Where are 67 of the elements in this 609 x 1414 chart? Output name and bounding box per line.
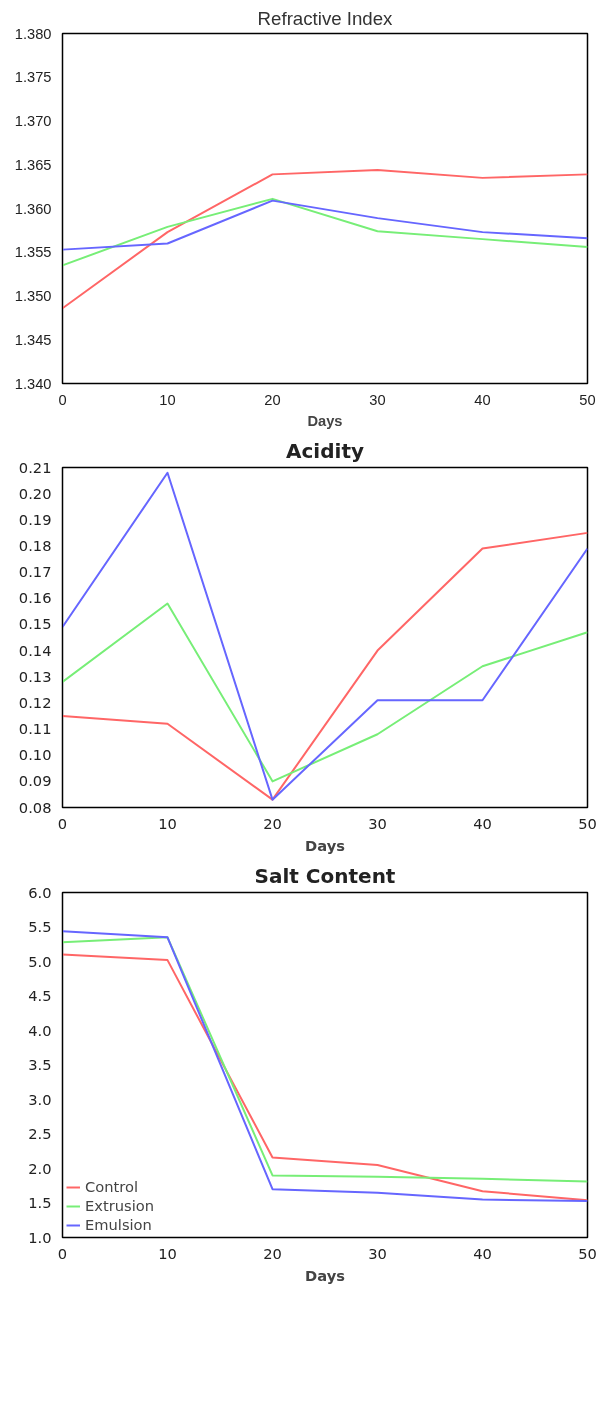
y-tick-label: 0.19	[18, 510, 52, 528]
y-tick-label: 3.0	[28, 1090, 52, 1108]
y-tick-label: 0.13	[18, 667, 52, 685]
y-tick-label: 1.365	[14, 156, 52, 173]
x-tick-label: 10	[158, 814, 177, 832]
x-tick-label: 0	[58, 391, 67, 408]
x-axis-title: Days	[307, 412, 343, 429]
chart-title: Salt Content	[254, 863, 396, 888]
x-tick-label: 10	[158, 1244, 177, 1262]
y-tick-label: 4.5	[28, 987, 52, 1004]
x-tick-label: 50	[578, 814, 597, 832]
y-tick-label: 6.0	[28, 883, 52, 901]
y-tick-label: 0.20	[18, 484, 52, 502]
y-tick-label: 1.380	[14, 25, 52, 42]
y-tick-label: 0.10	[18, 746, 52, 764]
x-tick-label: 0	[57, 1244, 68, 1262]
y-tick-label: 1.370	[14, 113, 52, 129]
y-tick-label: 0.14	[18, 641, 52, 659]
chart-title: Refractive Index	[257, 7, 394, 29]
y-tick-label: 0.17	[18, 563, 52, 581]
y-tick-label: 0.12	[18, 693, 52, 711]
y-tick-label: 1.360	[14, 200, 52, 217]
line-series	[62, 471, 588, 801]
y-tick-label: 1.345	[14, 331, 52, 348]
x-tick-label: 20	[263, 814, 282, 832]
line-series	[62, 531, 588, 801]
chart-title: Acidity	[286, 438, 364, 463]
x-tick-label: 40	[474, 391, 491, 408]
x-tick-label: 20	[264, 391, 281, 408]
line-series	[62, 602, 588, 783]
y-tick-label: 0.21	[18, 458, 52, 476]
x-tick-label: 50	[578, 1244, 597, 1262]
x-tick-label: 30	[368, 814, 387, 832]
y-tick-label: 2.5	[28, 1125, 52, 1142]
x-axis-title: Days	[305, 1266, 346, 1284]
y-tick-label: 4.0	[28, 1021, 52, 1039]
x-tick-label: 40	[473, 1244, 492, 1262]
x-tick-label: 0	[57, 814, 68, 832]
y-tick-label: 0.09	[18, 772, 52, 790]
y-tick-label: 0.11	[18, 720, 52, 738]
y-tick-label: 3.5	[28, 1056, 52, 1073]
legend-label: Extrusion	[85, 1197, 154, 1214]
x-tick-label: 10	[159, 391, 176, 408]
y-tick-label: 5.5	[28, 918, 52, 935]
x-tick-label: 30	[368, 1244, 387, 1262]
line-series	[62, 197, 588, 267]
y-tick-label: 1.340	[14, 375, 52, 392]
y-tick-label: 1.375	[14, 69, 52, 86]
y-tick-label: 2.0	[28, 1159, 52, 1177]
legend-label: Control	[85, 1178, 138, 1195]
line-series	[62, 199, 588, 251]
x-tick-label: 20	[263, 1244, 282, 1262]
y-tick-label: 1.0	[28, 1228, 52, 1246]
x-axis-title: Days	[305, 836, 346, 854]
legend-label: Emulsion	[85, 1216, 152, 1233]
y-tick-label: 0.16	[18, 589, 52, 607]
y-tick-label: 0.15	[18, 615, 52, 633]
y-tick-label: 0.18	[18, 536, 52, 554]
y-tick-label: 5.0	[28, 952, 52, 970]
x-tick-label: 50	[579, 391, 596, 408]
y-tick-label: 1.350	[14, 288, 52, 304]
y-tick-label: 1.5	[28, 1194, 52, 1211]
line-series	[62, 169, 588, 310]
y-tick-label: 1.355	[14, 244, 52, 261]
y-tick-label: 0.08	[18, 798, 52, 816]
x-tick-label: 40	[473, 814, 492, 832]
x-tick-label: 30	[369, 391, 386, 408]
